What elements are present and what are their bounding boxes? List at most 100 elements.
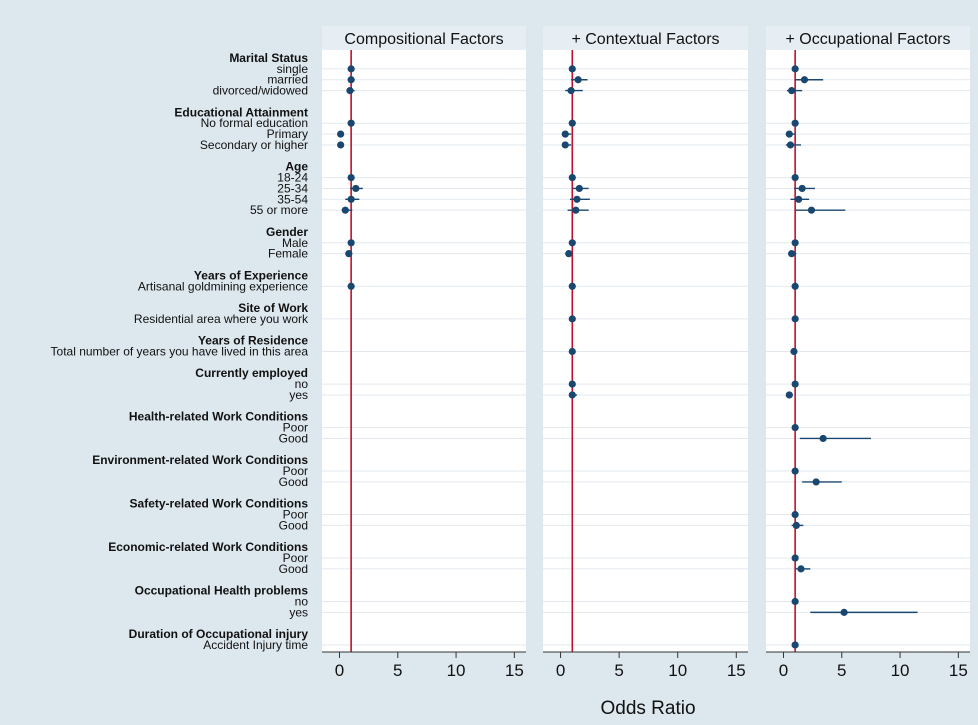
point-estimate [819,434,827,443]
row-label: Secondary or higher [200,138,308,152]
point-estimate [347,119,355,127]
point-estimate [791,380,799,388]
row-group-header: Environment-related Work Conditions [92,453,308,467]
point-estimate [568,380,576,388]
row-label: yes [289,388,308,402]
point-estimate [568,315,576,323]
panels: Compositional Factors 0 5 10 15 + Contextual … [322,26,970,680]
point-estimate [347,195,355,203]
panel-header [543,26,748,50]
point-estimate [791,597,799,606]
row-group-header: Economic-related Work Conditions [108,540,308,554]
point-estimate [567,87,575,95]
row-group-header: Years of Residence [198,334,308,348]
panel: Compositional Factors 0 5 10 15 [322,26,526,680]
x-tick-label: 15 [505,661,524,680]
point-estimate [337,141,345,149]
row-label: Male [282,236,308,250]
row-label: 35-54 [277,192,308,206]
row-label: 18-24 [277,171,308,185]
row-label: Poor [283,508,308,522]
x-tick-label: 5 [837,661,846,680]
row-label: Accident Injury time [203,638,308,652]
row-label: Poor [283,551,308,565]
x-tick-label: 15 [727,661,746,680]
row-label: 25-34 [277,181,308,195]
point-estimate [791,173,799,182]
row-group-header: Health-related Work Conditions [129,410,308,424]
point-estimate [792,521,800,530]
row-label: no [295,595,309,609]
panel-title: + Contextual Factors [571,31,719,48]
point-estimate [347,282,355,290]
point-estimate [347,239,355,247]
point-estimate [568,391,576,399]
point-estimate [791,239,799,247]
row-label: no [295,377,309,391]
row-group-header: Safety-related Work Conditions [130,497,309,511]
x-tick-label: 5 [393,661,402,680]
panel: + Occupational Factors 0 5 10 15 [766,26,970,680]
x-tick-label: 0 [556,661,565,680]
panel-header [322,26,526,50]
point-estimate [572,206,580,214]
point-estimate [807,206,816,214]
point-estimate [791,510,799,519]
point-estimate [568,65,576,73]
row-labels: Marital Statussinglemarrieddivorced/wido… [51,51,309,652]
row-label: Primary [267,127,308,141]
row-label: Residential area where you work [134,312,309,326]
point-estimate [791,554,799,562]
row-group-header: Currently employed [195,366,308,380]
panel: + Contextual Factors 0 5 10 15 [543,26,748,680]
point-estimate [561,130,569,138]
point-estimate [565,250,573,258]
row-label: Total number of years you have lived in … [51,344,309,358]
point-estimate [791,641,799,649]
point-estimate [840,608,848,616]
row-label: Female [268,247,308,261]
row-label: married [267,73,308,87]
row-label: Artisanal goldmining experience [138,279,308,293]
row-label: Good [279,475,308,489]
point-estimate [568,173,576,182]
row-label: Poor [283,421,308,435]
x-tick-label: 10 [668,661,687,680]
row-group-header: Age [285,160,308,174]
point-estimate [347,173,355,182]
point-estimate [812,478,820,486]
row-group-header: Years of Experience [194,268,308,282]
point-estimate [352,184,360,193]
row-label: Good [279,562,308,576]
point-estimate [568,119,576,127]
x-axis-label: Odds Ratio [600,698,695,719]
point-estimate [785,391,793,399]
row-label: divorced/widowed [213,84,308,98]
panel-title: Compositional Factors [344,31,503,48]
x-tick-label: 10 [447,661,466,680]
point-estimate [785,130,793,138]
point-estimate [574,76,582,84]
point-estimate [345,250,353,258]
point-estimate [791,65,799,73]
point-estimate [568,282,576,290]
point-estimate [791,423,799,432]
point-estimate [788,250,796,258]
point-estimate [568,239,576,247]
row-group-header: Occupational Health problems [135,584,309,598]
row-group-header: Site of Work [238,301,308,315]
point-estimate [341,206,349,214]
point-estimate [347,76,355,84]
row-label: single [277,62,309,76]
row-label: Poor [283,464,308,478]
row-group-header: Marital Status [229,51,308,65]
point-estimate [337,130,345,138]
row-label: yes [289,605,308,619]
point-estimate [800,76,809,84]
point-estimate [797,565,805,573]
x-tick-label: 15 [949,661,968,680]
row-label: No formal education [201,116,308,130]
row-group-header: Gender [266,225,308,239]
row-label: Good [279,518,308,532]
